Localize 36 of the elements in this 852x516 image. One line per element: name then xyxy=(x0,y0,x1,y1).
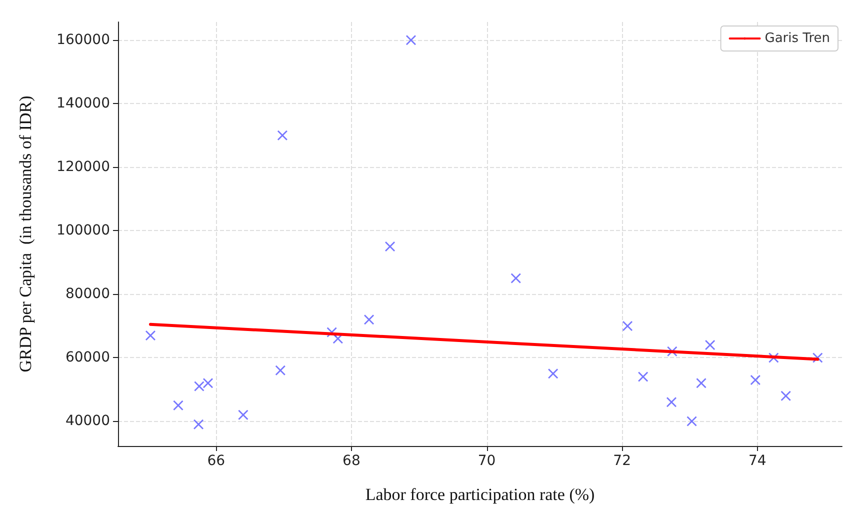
point xyxy=(548,368,558,379)
point xyxy=(145,330,156,340)
point xyxy=(622,320,633,331)
x-tick-label: 66 xyxy=(207,453,226,469)
point xyxy=(780,390,791,401)
point xyxy=(194,381,204,392)
point xyxy=(385,242,396,252)
x-tick-label: 74 xyxy=(748,453,766,469)
y-axis-title: GRDP per Capita (in thousands of IDR) xyxy=(16,96,35,372)
point xyxy=(638,372,648,382)
point xyxy=(364,314,374,325)
y-tick-label: 140000 xyxy=(56,96,110,112)
x-tick-label: 68 xyxy=(342,453,360,469)
point xyxy=(173,400,184,410)
legend-label: Garis Tren xyxy=(764,31,830,46)
point xyxy=(194,419,204,430)
point xyxy=(510,273,521,284)
point xyxy=(686,416,697,426)
y-tick-label: 100000 xyxy=(56,222,110,239)
y-tick-label: 60000 xyxy=(65,350,110,366)
point xyxy=(696,378,706,388)
point xyxy=(406,35,416,46)
point xyxy=(666,397,676,408)
x-axis-title: Labor force participation rate (%) xyxy=(365,485,595,504)
point xyxy=(705,340,716,350)
point xyxy=(275,365,286,376)
point xyxy=(750,374,760,385)
point xyxy=(238,410,248,420)
x-tick-label: 72 xyxy=(613,453,632,469)
y-tick-label: 160000 xyxy=(56,32,110,48)
y-tick-label: 40000 xyxy=(65,413,110,430)
y-tick-label: 80000 xyxy=(65,286,110,302)
point xyxy=(277,130,288,140)
y-tick-label: 120000 xyxy=(56,159,110,176)
x-tick-label: 70 xyxy=(478,453,496,469)
point xyxy=(202,378,213,388)
